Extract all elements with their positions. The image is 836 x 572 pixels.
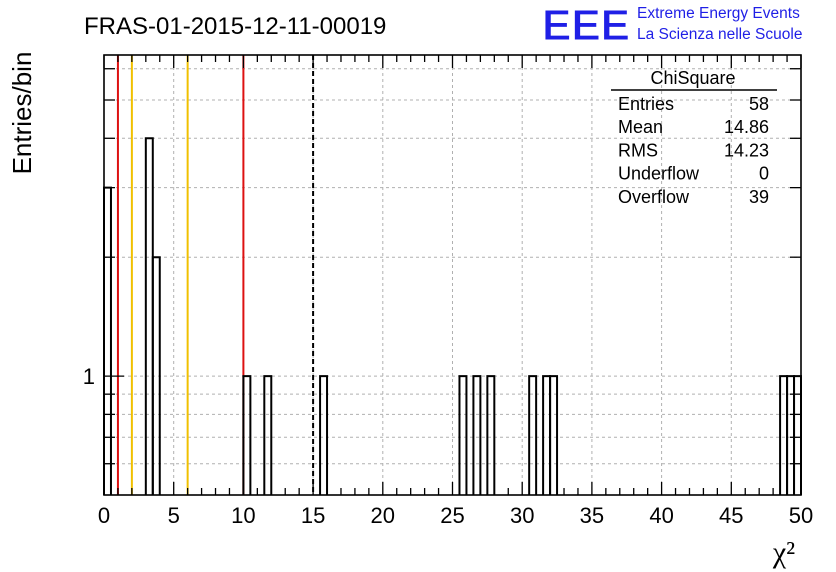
histogram-bar [549,375,559,495]
x-tick-label: 5 [168,503,180,528]
x-tick-label: 40 [649,503,673,528]
stats-value: 39 [749,187,769,207]
run-title: FRAS-01-2015-12-11-00019 [84,13,386,40]
eee-logo: EEE [542,1,630,50]
histogram-bar [458,375,468,495]
x-tick-label: 10 [231,503,255,528]
stats-value: 14.23 [724,140,769,160]
stats-label: Overflow [618,187,690,207]
x-tick-label: 35 [580,503,604,528]
logo-line-1: Extreme Energy Events [637,5,800,22]
histogram-bar [528,375,538,495]
stats-value: 58 [749,94,769,114]
histogram-bar [242,375,252,495]
histogram-bar [103,186,112,495]
x-axis-label: χ² [772,536,795,569]
x-tick-label: 25 [440,503,464,528]
y-tick-label: 1 [83,364,95,389]
histogram-bar [144,137,154,495]
grid [104,55,801,495]
y-axis-label: Entries/bin [7,52,37,175]
x-tick-label: 0 [98,503,110,528]
x-tick-labels: 0 5 10 15 20 25 30 35 40 45 50 [98,503,813,528]
x-tick-label: 15 [301,503,325,528]
stats-box: ChiSquare Entries 58 Mean 14.86 RMS 14.23 Unde… [611,68,777,207]
histogram-bar [319,375,329,495]
histogram-bar [486,375,496,495]
stats-value: 0 [759,164,769,184]
x-tick-label: 50 [789,503,813,528]
x-tick-label: 45 [719,503,743,528]
histogram-bar [151,256,161,495]
y-tick-labels: 1 [83,364,95,389]
stats-value: 14.86 [724,117,769,137]
stats-label: RMS [618,140,658,160]
logo-line-2: La Scienza nelle Scuole [637,26,802,43]
histogram-bar [472,375,482,495]
histogram-bar [263,375,273,495]
stats-label: Entries [618,94,674,114]
stats-label: Underflow [618,164,700,184]
axis-ticks [103,55,802,495]
stats-title: ChiSquare [650,68,735,88]
reference-lines [116,55,315,495]
x-tick-label: 30 [510,503,534,528]
stats-label: Mean [618,117,663,137]
x-tick-label: 20 [371,503,395,528]
